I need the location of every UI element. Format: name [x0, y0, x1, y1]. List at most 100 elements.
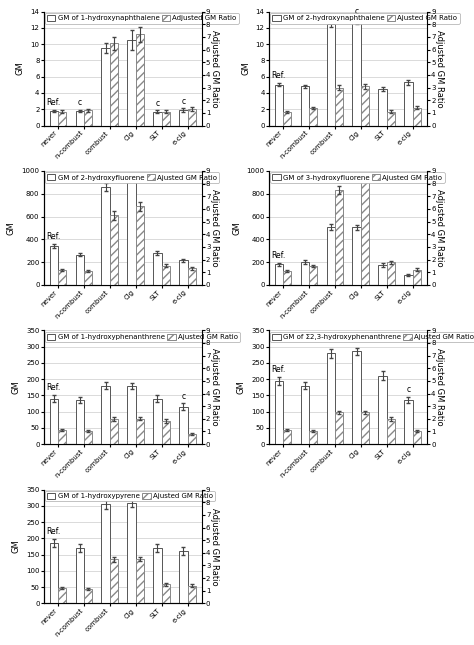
Bar: [301, 262, 309, 285]
Bar: [162, 421, 170, 444]
Y-axis label: GM: GM: [237, 381, 246, 394]
Bar: [110, 43, 118, 126]
Bar: [101, 187, 110, 285]
Text: Ref.: Ref.: [46, 98, 61, 107]
Bar: [153, 112, 162, 126]
Bar: [335, 190, 343, 285]
Bar: [162, 266, 170, 285]
Bar: [136, 206, 144, 285]
Text: Ref.: Ref.: [272, 365, 286, 374]
Legend: GM of 1-hydroxynaphthalene, Adjusted GM Ratio: GM of 1-hydroxynaphthalene, Adjusted GM …: [45, 13, 239, 23]
Bar: [84, 110, 92, 126]
Bar: [378, 265, 387, 285]
Bar: [75, 400, 84, 444]
Bar: [387, 419, 395, 444]
Bar: [58, 430, 66, 444]
Bar: [153, 548, 162, 603]
Y-axis label: GM: GM: [232, 221, 241, 235]
Bar: [309, 108, 317, 126]
Bar: [188, 268, 196, 285]
Y-axis label: Adjusted GM Ratio: Adjusted GM Ratio: [210, 348, 219, 426]
Legend: GM of 1-hydroxyphenanthrene, Ajusted GM Ratio: GM of 1-hydroxyphenanthrene, Ajusted GM …: [45, 332, 240, 342]
Bar: [378, 376, 387, 444]
Bar: [128, 386, 136, 444]
Bar: [50, 399, 58, 444]
Bar: [361, 177, 369, 285]
Y-axis label: Adjusted GM Ratio: Adjusted GM Ratio: [435, 189, 444, 267]
Bar: [101, 48, 110, 126]
Y-axis label: GM: GM: [16, 62, 25, 75]
Bar: [283, 271, 292, 285]
Y-axis label: Adjusted GM Ratio: Adjusted GM Ratio: [210, 189, 219, 267]
Bar: [58, 588, 66, 603]
Bar: [110, 419, 118, 444]
Bar: [327, 353, 335, 444]
Text: Ref.: Ref.: [46, 384, 61, 392]
Bar: [309, 432, 317, 444]
Bar: [153, 399, 162, 444]
Text: c: c: [406, 385, 410, 394]
Bar: [335, 88, 343, 126]
Bar: [283, 430, 292, 444]
Y-axis label: Adjusted GM Ratio: Adjusted GM Ratio: [435, 30, 444, 108]
Bar: [378, 89, 387, 126]
Y-axis label: GM: GM: [7, 221, 16, 235]
Bar: [301, 386, 309, 444]
Text: Ref.: Ref.: [46, 528, 61, 537]
Bar: [412, 108, 421, 126]
Legend: GM of Σ2,3-hydroxyphenanthrene, Ajusted GM Ratio: GM of Σ2,3-hydroxyphenanthrene, Ajusted …: [270, 332, 474, 342]
Bar: [301, 86, 309, 126]
Bar: [404, 83, 412, 126]
Bar: [153, 253, 162, 285]
Text: c: c: [182, 97, 185, 106]
Bar: [353, 227, 361, 285]
Text: Ref.: Ref.: [46, 232, 61, 241]
Bar: [361, 413, 369, 444]
Bar: [58, 112, 66, 126]
Bar: [361, 86, 369, 126]
Text: Ref.: Ref.: [272, 72, 286, 81]
Bar: [75, 255, 84, 285]
Y-axis label: GM: GM: [241, 62, 250, 75]
Bar: [50, 111, 58, 126]
Y-axis label: GM: GM: [11, 540, 20, 553]
Bar: [50, 246, 58, 285]
Bar: [179, 551, 188, 603]
Y-axis label: GM: GM: [11, 381, 20, 394]
Legend: GM of 2-hydroxynaphthalene, Ajusted GM Ratio: GM of 2-hydroxynaphthalene, Ajusted GM R…: [270, 13, 459, 23]
Bar: [188, 586, 196, 603]
Bar: [309, 266, 317, 285]
Bar: [275, 381, 283, 444]
Bar: [128, 502, 136, 603]
Bar: [136, 419, 144, 444]
Bar: [110, 559, 118, 603]
Text: c: c: [155, 99, 160, 108]
Bar: [128, 178, 136, 285]
Text: c: c: [78, 98, 82, 107]
Bar: [136, 559, 144, 603]
Bar: [327, 24, 335, 126]
Text: c: c: [355, 7, 359, 16]
Text: Ref.: Ref.: [272, 251, 286, 260]
Bar: [412, 270, 421, 285]
Bar: [353, 21, 361, 126]
Bar: [188, 434, 196, 444]
Bar: [162, 112, 170, 126]
Legend: GM of 3-hydroxyfluorene, Ajusted GM Ratio: GM of 3-hydroxyfluorene, Ajusted GM Rati…: [270, 172, 445, 183]
Bar: [283, 112, 292, 126]
Bar: [179, 407, 188, 444]
Bar: [75, 548, 84, 603]
Bar: [50, 543, 58, 603]
Legend: GM of 2-hydroxyfluorene, Ajusted GM Ratio: GM of 2-hydroxyfluorene, Ajusted GM Rati…: [45, 172, 219, 183]
Bar: [387, 262, 395, 285]
Bar: [404, 400, 412, 444]
Y-axis label: Adjusted GM Ratio: Adjusted GM Ratio: [210, 30, 219, 108]
Bar: [84, 590, 92, 603]
Bar: [387, 112, 395, 126]
Bar: [58, 270, 66, 285]
Bar: [179, 110, 188, 126]
Y-axis label: Adjusted GM Ratio: Adjusted GM Ratio: [435, 348, 444, 426]
Bar: [188, 109, 196, 126]
Bar: [179, 261, 188, 285]
Bar: [275, 264, 283, 285]
